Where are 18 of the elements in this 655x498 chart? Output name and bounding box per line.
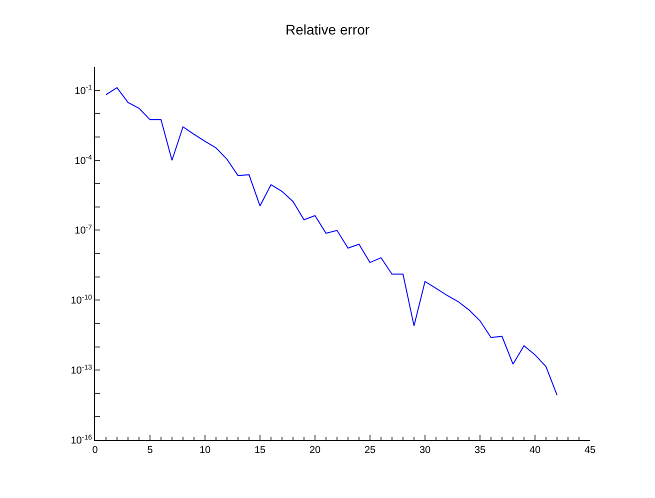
y-tick-label: 10$^{-7}$ bbox=[74, 224, 92, 237]
x-tick-label: 25 bbox=[364, 445, 376, 456]
x-tick-label: 40 bbox=[529, 445, 541, 456]
y-tick-label: 10$^{-10}$ bbox=[70, 294, 92, 307]
line-series bbox=[106, 87, 558, 396]
x-tick-label: 5 bbox=[147, 445, 154, 456]
x-tick-label: 0 bbox=[92, 445, 98, 456]
x-tick-label: 20 bbox=[309, 445, 321, 456]
y-tick-label: 10$^{-13}$ bbox=[70, 364, 92, 377]
x-tick-label: 35 bbox=[474, 445, 486, 456]
y-tick-label: 10$^{-1}$ bbox=[74, 84, 92, 97]
y-tick-label: 10$^{-4}$ bbox=[74, 154, 92, 167]
x-tick-label: 15 bbox=[254, 445, 266, 456]
x-tick-label: 45 bbox=[584, 445, 596, 456]
x-tick-label: 30 bbox=[419, 445, 431, 456]
x-tick-label: 10 bbox=[199, 445, 211, 456]
chart-title: Relative error bbox=[285, 22, 370, 38]
y-tick-label: 10$^{-16}$ bbox=[70, 434, 92, 446]
